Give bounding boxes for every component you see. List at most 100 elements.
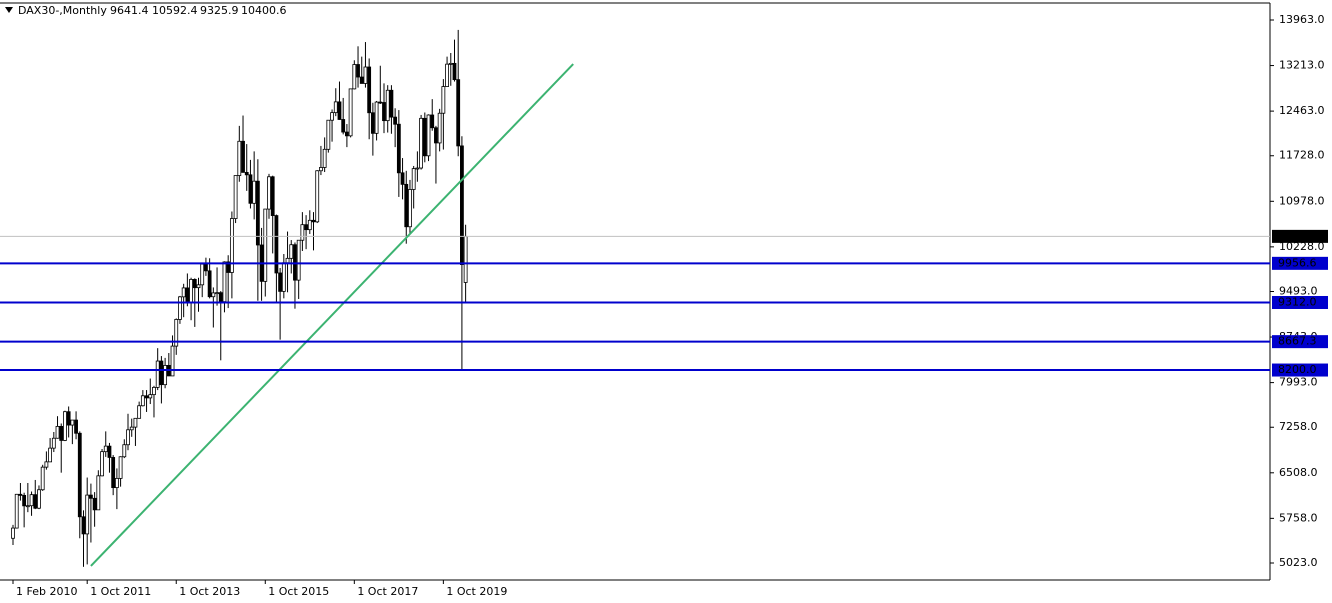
- y-tick-label: 12463.0: [1279, 104, 1325, 117]
- candle-body: [359, 76, 364, 84]
- candle-body: [304, 224, 308, 231]
- candle-body: [222, 261, 227, 303]
- candle-body: [315, 170, 320, 223]
- candle-body: [218, 292, 223, 303]
- candle-body: [200, 263, 205, 286]
- candle-body: [255, 180, 260, 246]
- menu-arrow[interactable]: [5, 7, 13, 13]
- candle-body: [267, 176, 271, 210]
- y-tick-label: 7258.0: [1279, 420, 1318, 433]
- level-label: 8667.3: [1278, 335, 1317, 348]
- candle-body: [137, 405, 142, 419]
- candle-body: [133, 417, 138, 428]
- candle-body: [11, 527, 15, 539]
- x-tick-label: 1 Oct 2011: [90, 585, 151, 598]
- candle-body: [326, 119, 331, 150]
- candle-body: [419, 117, 424, 169]
- y-tick-label: 6508.0: [1279, 466, 1318, 479]
- candle-body: [237, 140, 242, 176]
- candle-body: [40, 466, 45, 491]
- candle-body: [118, 456, 123, 479]
- candle-body: [211, 292, 216, 298]
- candle-body: [300, 224, 305, 241]
- candle-body: [163, 365, 168, 386]
- candle-body: [322, 148, 327, 168]
- candle-body: [356, 64, 360, 78]
- candle-body: [96, 475, 101, 511]
- candle-body: [189, 279, 193, 304]
- candle-body: [278, 272, 283, 292]
- candle-body: [378, 101, 383, 104]
- candle-body: [111, 457, 116, 489]
- candle-body: [103, 445, 108, 453]
- candle-body: [241, 140, 245, 173]
- candle-body: [333, 101, 338, 114]
- candle-body: [456, 79, 461, 147]
- y-tick-label: 11728.0: [1279, 149, 1325, 162]
- candle-body: [404, 183, 409, 228]
- candle-body: [51, 437, 56, 449]
- candle-body: [244, 171, 249, 176]
- candle-body: [363, 66, 368, 84]
- candle-body: [81, 516, 86, 535]
- candle-body: [178, 296, 182, 320]
- x-tick-label: 1 Oct 2017: [357, 585, 418, 598]
- y-tick-label: 10978.0: [1279, 194, 1325, 207]
- candle-body: [233, 175, 238, 219]
- header-low: 9325.9: [200, 4, 239, 17]
- candle-body: [341, 119, 346, 133]
- candle-body: [285, 257, 290, 264]
- candle-body: [426, 114, 431, 157]
- candle-body: [400, 172, 405, 185]
- candle-body: [148, 394, 153, 399]
- x-tick-label: 1 Feb 2010: [16, 585, 77, 598]
- level-label-box: [1272, 363, 1328, 377]
- candle-body: [344, 131, 349, 137]
- candle-body: [229, 218, 234, 273]
- candle-body: [415, 167, 420, 170]
- candle-body: [100, 451, 104, 477]
- candle-body: [463, 235, 468, 283]
- level-label: 9312.0: [1278, 295, 1317, 308]
- candle-body: [393, 116, 398, 125]
- candle-body: [382, 102, 386, 122]
- candle-body: [14, 493, 19, 529]
- y-tick-label: 5758.0: [1279, 511, 1318, 524]
- candle-body: [434, 127, 438, 144]
- candle-body: [448, 62, 453, 65]
- candle-body: [33, 494, 38, 509]
- candle-body: [441, 86, 446, 114]
- candle-body: [307, 219, 312, 231]
- level-label-box: [1272, 295, 1328, 309]
- y-tick-label: 10228.0: [1279, 240, 1325, 253]
- candle-body: [274, 215, 279, 274]
- candle-body: [352, 64, 357, 90]
- candle-body: [18, 493, 23, 496]
- candle-body: [192, 279, 197, 289]
- candle-body: [330, 112, 334, 121]
- level-label-box: [1272, 335, 1328, 349]
- candle-body: [270, 176, 275, 216]
- candle-body: [144, 395, 149, 399]
- candle-body: [59, 425, 64, 441]
- candle-body: [408, 189, 412, 228]
- x-tick-label: 1 Oct 2019: [446, 585, 507, 598]
- candle-body: [70, 419, 75, 426]
- level-label-box: [1272, 256, 1328, 270]
- candle-body: [37, 489, 41, 509]
- level-label: 9956.6: [1278, 256, 1317, 269]
- x-tick-label: 1 Oct 2013: [179, 585, 240, 598]
- candle-body: [174, 319, 179, 347]
- candle-body: [159, 360, 164, 386]
- y-tick-label: 13963.0: [1279, 13, 1325, 26]
- candle-body: [389, 89, 394, 118]
- candle-body: [85, 494, 90, 535]
- candle-body: [289, 244, 294, 259]
- candle-body: [437, 112, 442, 144]
- candle-body: [107, 445, 112, 458]
- candle-body: [48, 447, 52, 463]
- candle-body: [152, 387, 156, 396]
- chart-title: DAX30-,Monthly: [18, 4, 107, 17]
- candle-body: [29, 494, 34, 507]
- y-tick-label: 7993.0: [1279, 376, 1318, 389]
